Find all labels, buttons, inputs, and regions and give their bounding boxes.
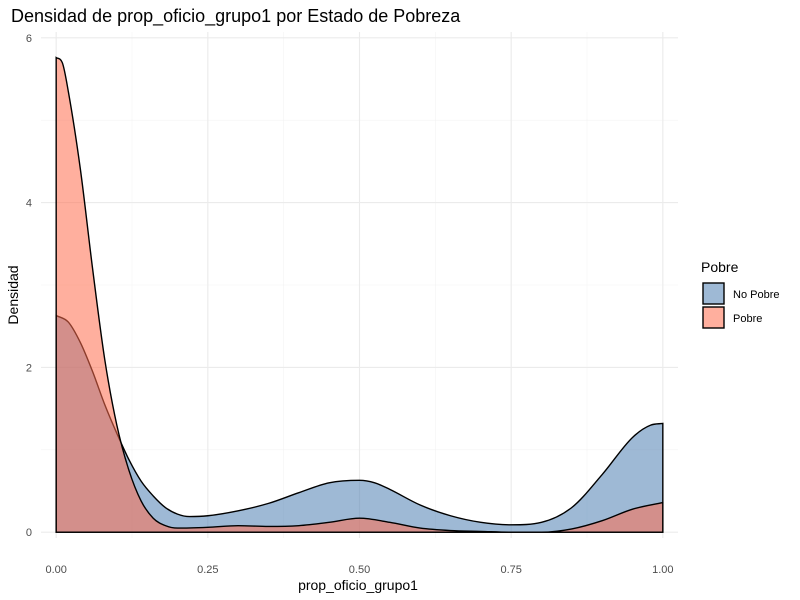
density-areas xyxy=(55,56,664,533)
legend-key-no-pobre xyxy=(702,282,725,305)
y-tick-label: 0 xyxy=(26,527,32,539)
legend-key-pobre xyxy=(702,306,725,329)
x-tick-label: 0.00 xyxy=(45,564,66,576)
y-tick-label: 2 xyxy=(26,362,32,374)
legend-title: Pobre xyxy=(701,259,739,275)
density-area-pobre xyxy=(55,56,664,533)
x-tick-label: 0.50 xyxy=(349,564,370,576)
y-axis-title: Densidad xyxy=(5,265,21,324)
x-tick-label: 1.00 xyxy=(652,564,673,576)
grid xyxy=(41,32,678,538)
legend: Pobre No Pobre Pobre xyxy=(701,259,779,329)
legend-label: Pobre xyxy=(733,313,762,325)
x-axis-title: prop_oficio_grupo1 xyxy=(298,577,418,593)
x-tick-label: 0.25 xyxy=(197,564,218,576)
y-tick-label: 4 xyxy=(26,198,32,210)
axis-ticks: 0.00 0.25 0.50 0.75 1.00 0 2 4 6 xyxy=(26,33,674,576)
y-tick-label: 6 xyxy=(26,33,32,45)
legend-label: No Pobre xyxy=(733,289,779,301)
chart-title: Densidad de prop_oficio_grupo1 por Estad… xyxy=(11,6,461,27)
x-tick-label: 0.75 xyxy=(500,564,521,576)
